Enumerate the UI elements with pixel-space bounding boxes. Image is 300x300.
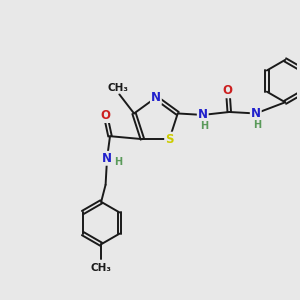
Text: H: H <box>114 157 122 167</box>
Text: S: S <box>165 133 174 146</box>
Text: H: H <box>200 121 208 131</box>
Text: CH₃: CH₃ <box>107 83 128 93</box>
Text: CH₃: CH₃ <box>91 262 112 272</box>
Text: O: O <box>223 84 233 97</box>
Text: N: N <box>102 152 112 165</box>
Text: O: O <box>100 109 111 122</box>
Text: N: N <box>198 108 208 122</box>
Text: N: N <box>151 91 161 104</box>
Text: H: H <box>253 120 261 130</box>
Text: N: N <box>251 107 261 120</box>
